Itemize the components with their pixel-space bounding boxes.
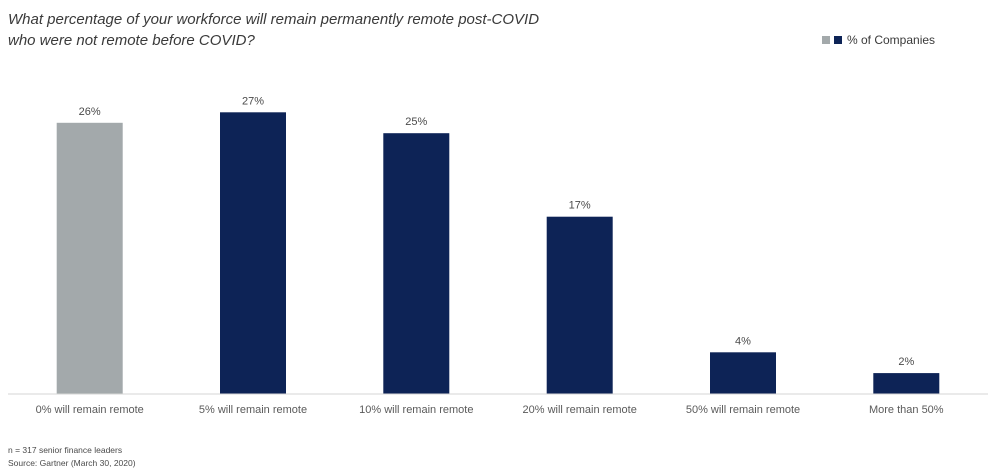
x-tick-label-3: 10% will remain remote [359,404,473,416]
legend-swatch-gray [822,36,830,44]
legend: % of Companies [822,33,935,47]
chart-title-line-1: What percentage of your workforce will r… [8,11,539,28]
bars [56,112,940,395]
bar-1 [56,122,123,395]
x-tick-label-1: 0% will remain remote [36,404,144,416]
x-tick-label-4: 20% will remain remote [523,404,637,416]
bar-4 [546,216,613,394]
footnote-sample: n = 317 senior finance leaders [8,445,122,455]
legend-swatch-navy [834,36,842,44]
x-tick-label-6: More than 50% [869,404,944,416]
bar-value-label-2: 27% [242,95,264,107]
chart-title: What percentage of your workforce will r… [8,11,539,49]
x-tick-label-2: 5% will remain remote [199,404,307,416]
bar-value-label-3: 25% [405,116,427,128]
chart-title-line-2: who were not remote before COVID? [8,32,255,49]
bar-6 [873,373,940,394]
bar-value-label-6: 2% [898,356,914,368]
bar-labels: 26% 27% 25% 17% 4% 2% [79,95,915,368]
bar-value-label-5: 4% [735,335,751,347]
footnotes: n = 317 senior finance leaders Source: G… [8,445,136,468]
legend-label: % of Companies [847,33,935,47]
footnote-source: Source: Gartner (March 30, 2020) [8,458,136,468]
bar-value-label-1: 26% [79,106,101,118]
bar-value-label-4: 17% [569,200,591,212]
x-tick-label-5: 50% will remain remote [686,404,800,416]
bar-3 [383,133,450,394]
x-axis-tick-labels: 0% will remain remote 5% will remain remo… [36,404,944,416]
bar-2 [220,112,286,395]
bar-5 [710,352,776,394]
